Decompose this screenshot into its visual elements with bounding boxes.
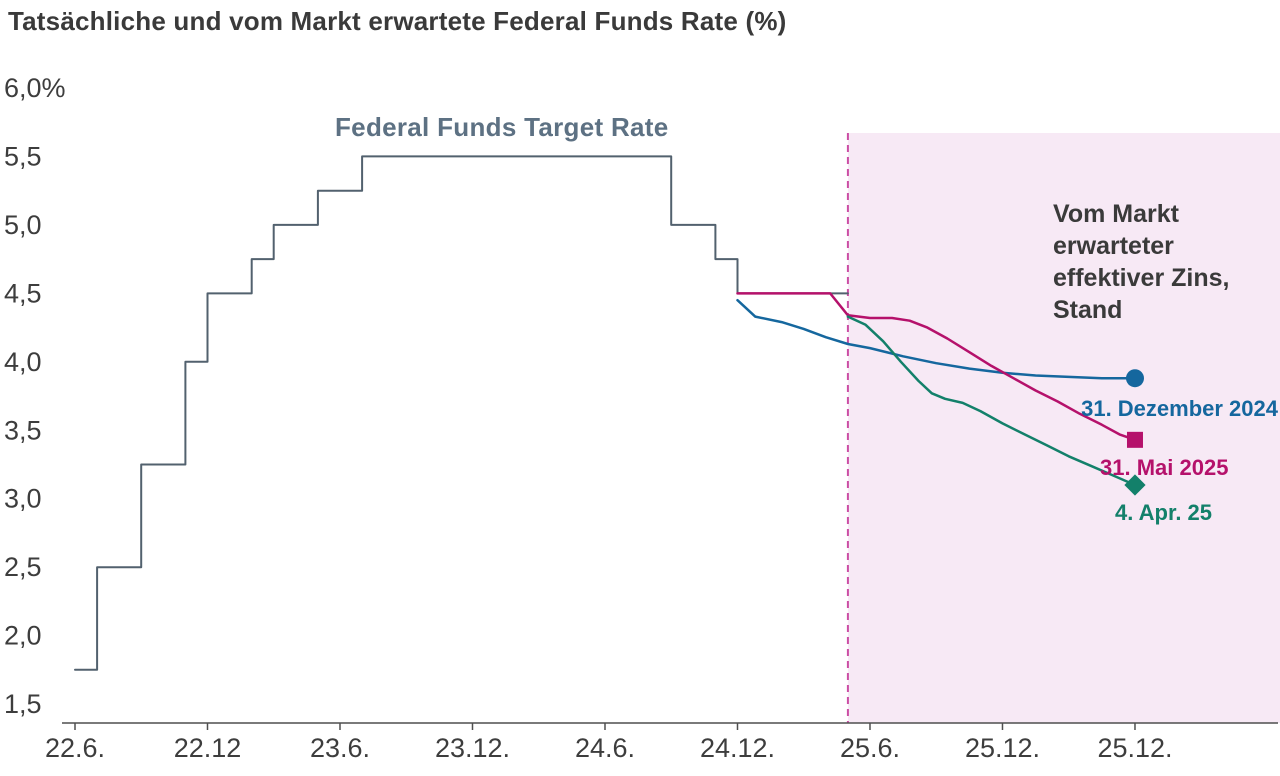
y-axis-label: 1,5 xyxy=(4,689,42,719)
forecast-region-shade xyxy=(847,133,1280,723)
x-axis-label: 22.6. xyxy=(45,733,105,763)
y-axis-label: 5,5 xyxy=(4,141,42,171)
series-line-target xyxy=(74,155,849,671)
series-end-marker-circle xyxy=(1125,369,1144,388)
y-axis-label: 4,0 xyxy=(4,347,42,377)
y-axis-label: 5,0 xyxy=(4,210,42,240)
x-axis-label: 23.6. xyxy=(310,733,370,763)
forecast-annotation: Vom Markt erwarteter effektiver Zins, St… xyxy=(1053,200,1230,324)
series-label-apr-25: 4. Apr. 25 xyxy=(1115,500,1213,525)
series-line-teal xyxy=(846,315,1137,487)
series-line-blue xyxy=(736,298,1137,380)
series-line-magenta xyxy=(736,292,1137,442)
target-rate-series-label: Federal Funds Target Rate xyxy=(335,112,669,142)
x-axis-label: 24.6. xyxy=(575,733,635,763)
chart-title: Tatsächliche und vom Markt erwartete Fed… xyxy=(8,6,787,36)
y-axis-label: 2,0 xyxy=(4,621,42,651)
series-end-marker-square xyxy=(1126,431,1143,448)
x-axis-label: 24.12. xyxy=(700,733,775,763)
series-label-dec-2024: 31. Dezember 2024 xyxy=(1081,396,1278,421)
y-axis-label: 4,5 xyxy=(4,278,42,308)
series-label-mai-2025: 31. Mai 2025 xyxy=(1100,455,1229,480)
y-axis-label: 2,5 xyxy=(4,552,42,582)
x-axis-label: 23.12. xyxy=(435,733,510,763)
x-axis-label: 25.12. xyxy=(965,733,1040,763)
x-axis-label: 22.12 xyxy=(174,733,242,763)
y-axis-label: 3,5 xyxy=(4,415,42,445)
x-axis-label: 25.6. xyxy=(840,733,900,763)
y-axis-label: 6,0% xyxy=(4,73,66,103)
y-axis-label: 3,0 xyxy=(4,484,42,514)
x-axis-label: 25.12. xyxy=(1097,733,1172,763)
